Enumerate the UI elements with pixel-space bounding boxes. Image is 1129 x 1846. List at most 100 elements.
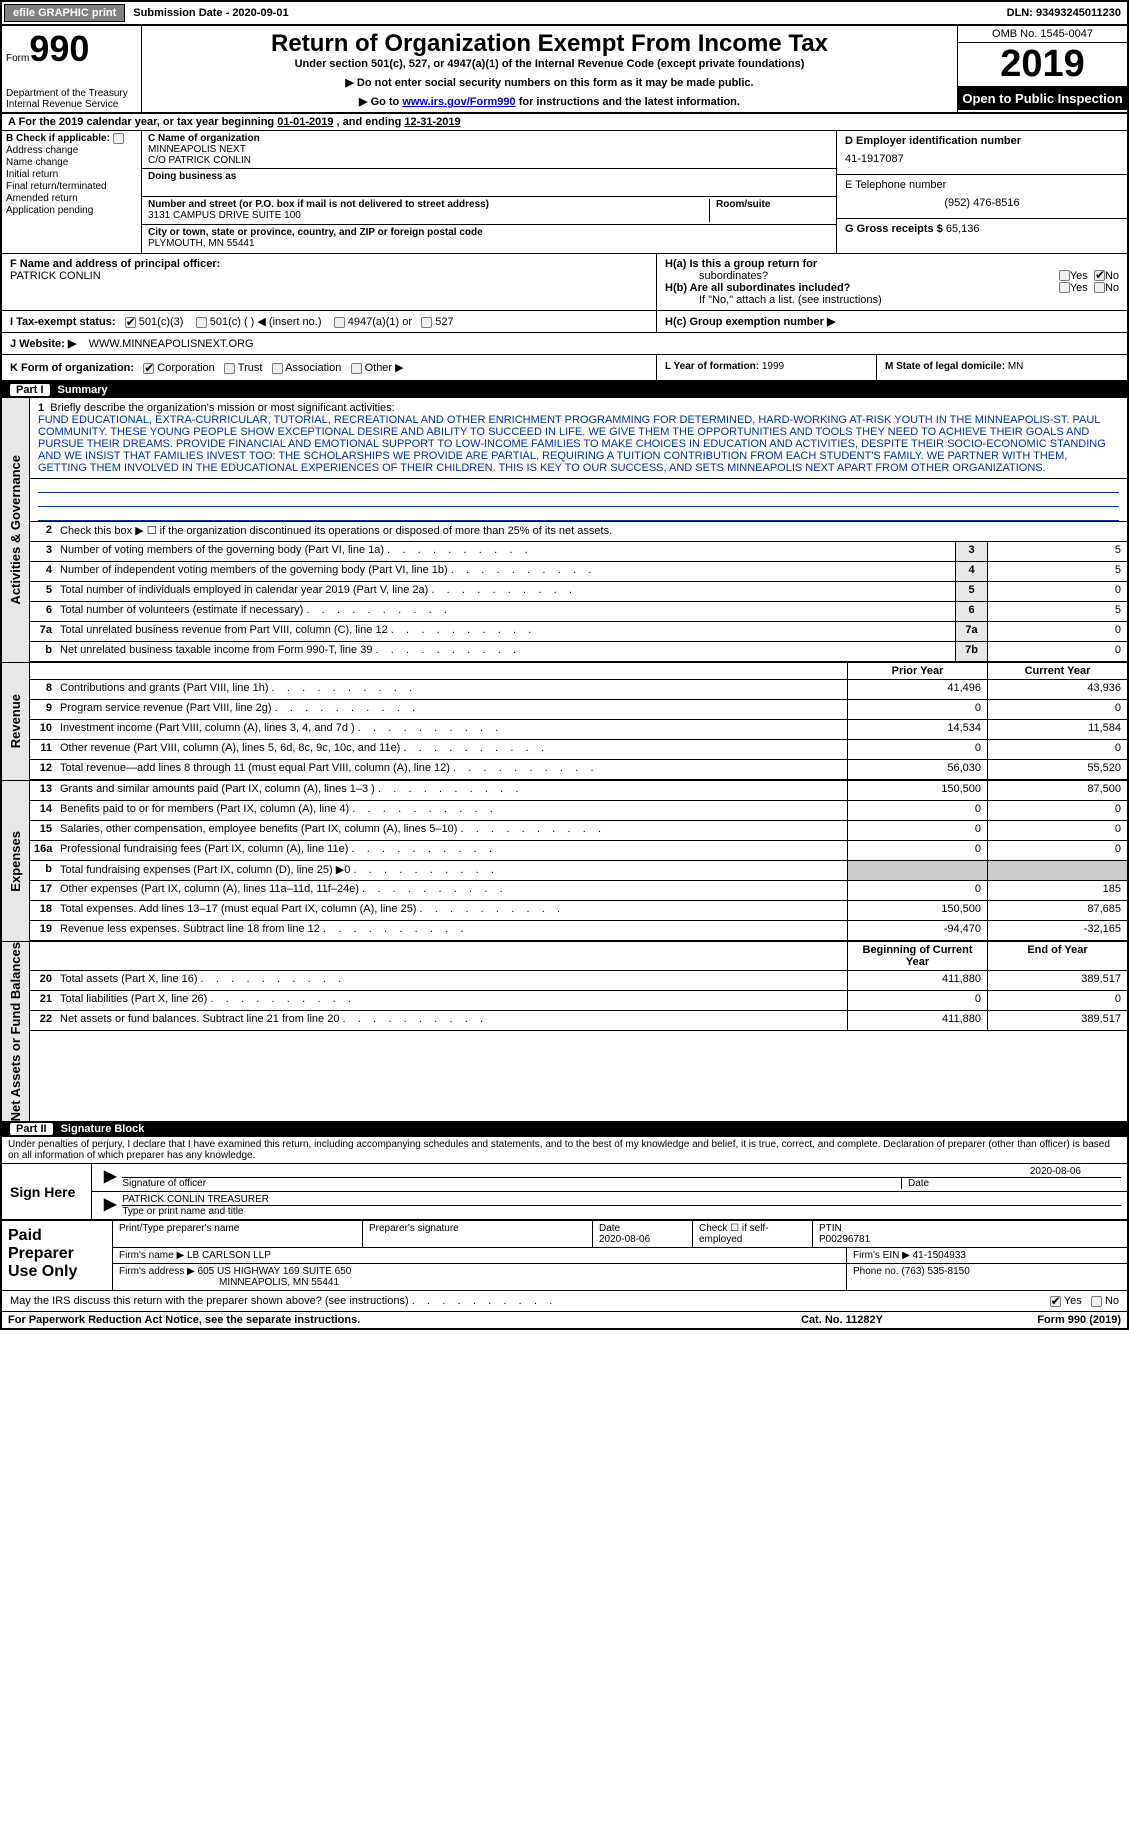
sig-date: 2020-08-06 — [122, 1166, 1121, 1177]
cb-527[interactable] — [421, 317, 432, 328]
line-14: 14 Benefits paid to or for members (Part… — [30, 801, 1127, 821]
line-4: 4 Number of independent voting members o… — [30, 562, 1127, 582]
open-to-public: Open to Public Inspection — [958, 87, 1127, 110]
cat-no: Cat. No. 11282Y — [801, 1314, 961, 1326]
hb-note: If "No," attach a list. (see instruction… — [665, 294, 1119, 306]
cb-name-change[interactable]: Name change — [6, 157, 137, 168]
line-9: 9 Program service revenue (Part VIII, li… — [30, 700, 1127, 720]
cb-501c[interactable] — [196, 317, 207, 328]
firm-name-label: Firm's name ▶ — [119, 1250, 187, 1261]
ein: 41-1917087 — [845, 153, 1119, 165]
ha-yes[interactable] — [1059, 270, 1070, 281]
line-11: 11 Other revenue (Part VIII, column (A),… — [30, 740, 1127, 760]
checkbox-applicable[interactable] — [113, 133, 124, 144]
ein-label: D Employer identification number — [845, 135, 1119, 147]
line-15: 15 Salaries, other compensation, employe… — [30, 821, 1127, 841]
firm-ein: 41-1504933 — [913, 1250, 966, 1261]
dept-treasury: Department of the Treasury — [6, 88, 137, 99]
irs: Internal Revenue Service — [6, 99, 137, 110]
form990-link[interactable]: www.irs.gov/Form990 — [402, 96, 515, 108]
prep-self-emp: Check ☐ if self-employed — [693, 1221, 813, 1247]
end-year-hdr: End of Year — [987, 942, 1127, 970]
may-no[interactable] — [1091, 1296, 1102, 1307]
firm-ein-label: Firm's EIN ▶ — [853, 1250, 913, 1261]
line-18: 18 Total expenses. Add lines 13–17 (must… — [30, 901, 1127, 921]
prep-name-hdr: Print/Type preparer's name — [113, 1221, 363, 1247]
cb-pending[interactable]: Application pending — [6, 205, 137, 216]
dln: DLN: 93493245011230 — [1001, 7, 1127, 19]
cb-initial-return[interactable]: Initial return — [6, 169, 137, 180]
cb-trust[interactable] — [224, 363, 235, 374]
gross-label: G Gross receipts $ — [845, 223, 946, 235]
line-6: 6 Total number of volunteers (estimate i… — [30, 602, 1127, 622]
efile-print-button[interactable]: efile GRAPHIC print — [4, 4, 125, 22]
line-7a: 7a Total unrelated business revenue from… — [30, 622, 1127, 642]
cb-corp[interactable] — [143, 363, 154, 374]
phone: (952) 476-8516 — [845, 197, 1119, 209]
ha-label: H(a) Is this a group return for — [665, 258, 817, 270]
cb-other[interactable] — [351, 363, 362, 374]
ha-no[interactable] — [1094, 270, 1105, 281]
mission-text: FUND EDUCATIONAL, EXTRA-CURRICULAR, TUTO… — [38, 414, 1106, 474]
addr: 3131 CAMPUS DRIVE SUITE 100 — [148, 210, 703, 221]
part-2-header: Part IISignature Block — [2, 1121, 1127, 1137]
page-footer: For Paperwork Reduction Act Notice, see … — [2, 1311, 1127, 1328]
firm-phone: (763) 535-8150 — [901, 1266, 969, 1277]
form-prefix: Form — [6, 53, 29, 64]
row-a-tax-year: A For the 2019 calendar year, or tax yea… — [2, 114, 1127, 131]
line-20: 20 Total assets (Part X, line 16) 411,88… — [30, 971, 1127, 991]
form-header: Form990 Department of the Treasury Inter… — [2, 26, 1127, 114]
firm-addr-label: Firm's address ▶ — [119, 1266, 198, 1277]
paid-preparer-label: Paid Preparer Use Only — [2, 1221, 112, 1290]
beg-year-hdr: Beginning of Current Year — [847, 942, 987, 970]
may-discuss: May the IRS discuss this return with the… — [10, 1295, 552, 1307]
hb-yes[interactable] — [1059, 282, 1070, 293]
cb-501c3[interactable] — [125, 317, 136, 328]
website-url: WWW.MINNEAPOLISNEXT.ORG — [89, 338, 254, 350]
line-21: 21 Total liabilities (Part X, line 26) 0… — [30, 991, 1127, 1011]
gross-receipts: 65,136 — [946, 223, 980, 235]
ptin-hdr: PTIN — [819, 1223, 842, 1234]
hc-label: H(c) Group exemption number ▶ — [665, 316, 835, 328]
cb-address-change[interactable]: Address change — [6, 145, 137, 156]
officer-name: PATRICK CONLIN — [10, 270, 101, 282]
topbar: efile GRAPHIC print Submission Date - 20… — [2, 2, 1127, 26]
paperwork-notice: For Paperwork Reduction Act Notice, see … — [8, 1314, 801, 1326]
line-12: 12 Total revenue—add lines 8 through 11 … — [30, 760, 1127, 780]
line-16a: 16a Professional fundraising fees (Part … — [30, 841, 1127, 861]
tax-year: 2019 — [958, 43, 1127, 87]
line-19: 19 Revenue less expenses. Subtract line … — [30, 921, 1127, 941]
col-b-checkboxes: B Check if applicable: Address change Na… — [2, 131, 142, 253]
date-label: Date — [901, 1178, 1121, 1189]
cb-final-return[interactable]: Final return/terminated — [6, 181, 137, 192]
vlabel-net-assets: Net Assets or Fund Balances — [2, 942, 30, 1121]
ha-sub: subordinates? — [665, 270, 1059, 282]
city-label: City or town, state or province, country… — [148, 227, 830, 238]
arrow-icon: ▶ — [98, 1166, 122, 1189]
cb-amended[interactable]: Amended return — [6, 193, 137, 204]
part-1-header: Part ISummary — [2, 382, 1127, 398]
state-domicile-label: M State of legal domicile: — [885, 361, 1008, 372]
hb-no[interactable] — [1094, 282, 1105, 293]
line-22: 22 Net assets or fund balances. Subtract… — [30, 1011, 1127, 1031]
prep-date-hdr: Date — [599, 1223, 620, 1234]
signer-name: PATRICK CONLIN TREASURER — [122, 1194, 1121, 1205]
hb-label: H(b) Are all subordinates included? — [665, 282, 1059, 294]
vlabel-activities-governance: Activities & Governance — [2, 398, 30, 662]
line-5: 5 Total number of individuals employed i… — [30, 582, 1127, 602]
firm-addr-2: MINNEAPOLIS, MN 55441 — [119, 1277, 339, 1288]
org-name-2: C/O PATRICK CONLIN — [148, 155, 830, 166]
ptin: P00296781 — [819, 1234, 870, 1245]
addr-label: Number and street (or P.O. box if mail i… — [148, 199, 703, 210]
phone-label: E Telephone number — [845, 179, 1119, 191]
cb-assoc[interactable] — [272, 363, 283, 374]
line-2: 2Check this box ▶ ☐ if the organization … — [30, 522, 1127, 542]
line-b: b Total fundraising expenses (Part IX, c… — [30, 861, 1127, 881]
row-j-website: J Website: ▶ WWW.MINNEAPOLISNEXT.ORG — [2, 333, 1127, 355]
may-yes[interactable] — [1050, 1296, 1061, 1307]
sig-officer-label: Signature of officer — [122, 1178, 901, 1189]
form-title: Return of Organization Exempt From Incom… — [146, 30, 953, 58]
year-formation: 1999 — [762, 361, 784, 372]
prior-year-hdr: Prior Year — [847, 663, 987, 679]
cb-4947[interactable] — [334, 317, 345, 328]
